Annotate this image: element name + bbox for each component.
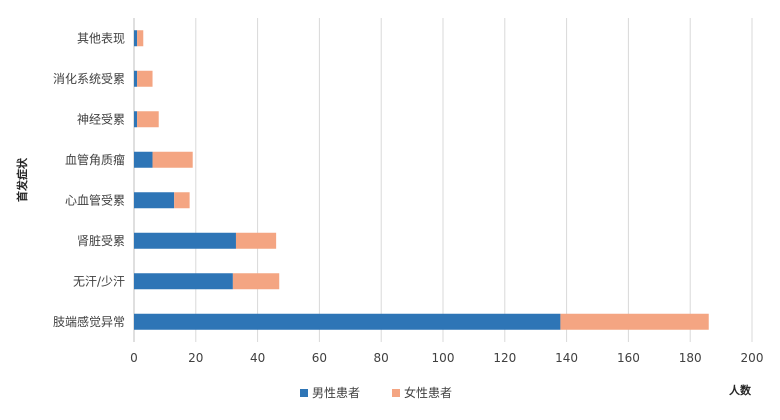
bar-segment	[134, 70, 138, 87]
x-tick-label: 20	[188, 351, 203, 365]
x-tick-label: 60	[312, 351, 327, 365]
y-tick-label: 神经受累	[77, 112, 125, 126]
bar-segment	[560, 313, 709, 330]
bar-segment	[137, 111, 159, 128]
x-tick-label: 160	[617, 351, 640, 365]
bar-segment	[134, 273, 233, 290]
x-tick-label: 140	[555, 351, 578, 365]
y-tick-label: 肾脏受累	[77, 233, 125, 248]
x-tick-label: 200	[741, 351, 764, 365]
y-tick-label: 无汗/少汗	[73, 274, 125, 288]
x-tick-label: 180	[679, 351, 702, 365]
legend-label: 男性患者	[312, 386, 360, 400]
bar-segment	[137, 30, 144, 47]
legend-swatch	[300, 389, 308, 397]
x-axis-title: 人数	[729, 383, 752, 397]
y-tick-label: 血管角质瘤	[65, 152, 125, 167]
x-tick-label: 40	[250, 351, 265, 365]
bar-segment	[152, 151, 193, 168]
bar-segment	[134, 232, 236, 249]
y-tick-label: 心血管受累	[65, 192, 125, 207]
bar-segment	[134, 30, 138, 47]
x-tick-label: 80	[374, 351, 389, 365]
bar-segment	[134, 313, 561, 330]
x-tick-label: 120	[493, 351, 516, 365]
y-axis-title: 首发症状	[15, 157, 29, 202]
bar-segment	[235, 232, 277, 249]
bar-segment	[134, 151, 153, 168]
legend-swatch	[392, 389, 400, 397]
bar-segment	[137, 70, 153, 87]
x-tick-label: 0	[130, 351, 138, 365]
y-tick-label: 肢端感觉异常	[53, 314, 125, 329]
legend-label: 女性患者	[404, 385, 452, 400]
bar-segment	[174, 192, 190, 209]
bar-segment	[134, 111, 138, 128]
y-tick-label: 其他表现	[77, 31, 125, 45]
bar-segment	[134, 192, 175, 209]
y-tick-label: 消化系统受累	[53, 72, 125, 86]
bar-segment	[232, 273, 280, 290]
x-tick-label: 100	[432, 351, 455, 365]
